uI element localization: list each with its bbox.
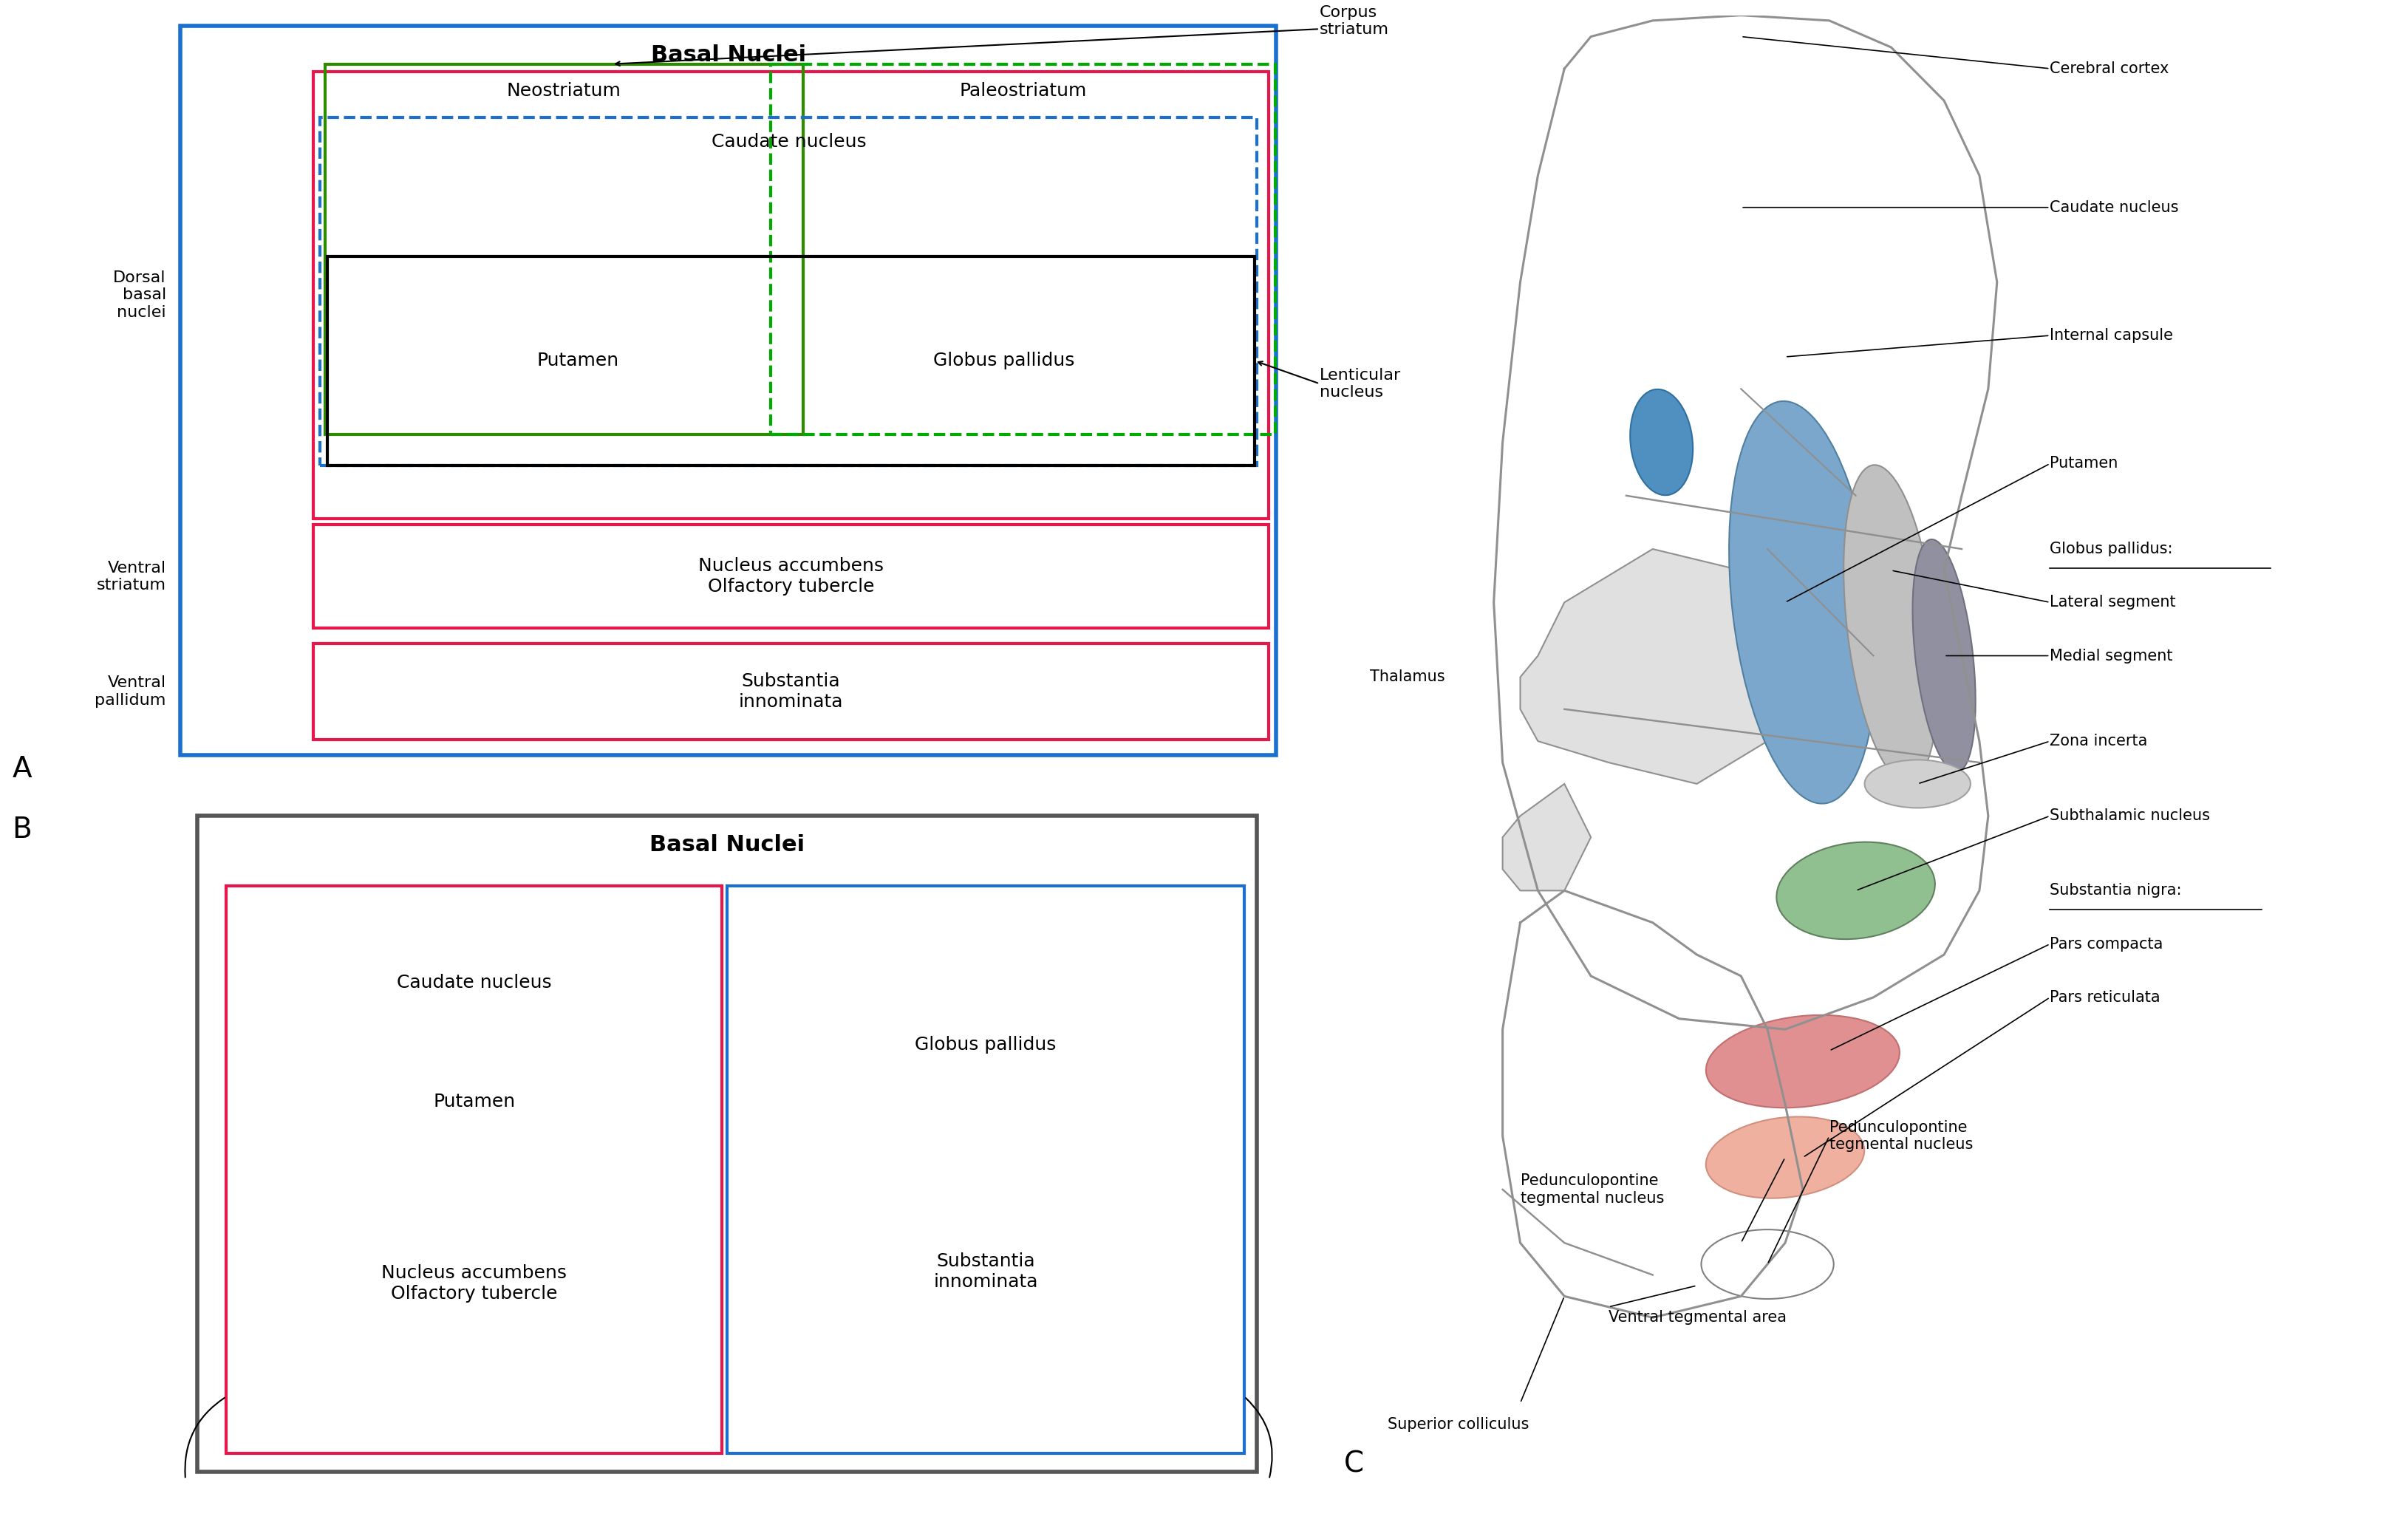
- Bar: [320, 117, 1257, 465]
- Text: Putamen: Putamen: [433, 1093, 515, 1110]
- Text: Globus pallidus: Globus pallidus: [915, 1035, 1057, 1054]
- Bar: [313, 644, 1269, 740]
- Ellipse shape: [1705, 1116, 1864, 1199]
- Bar: [325, 64, 804, 435]
- Bar: [771, 64, 1276, 435]
- Text: Zona incerta: Zona incerta: [2049, 734, 2148, 749]
- Text: Globus pallidus: Globus pallidus: [934, 352, 1074, 369]
- Text: Globus pallidus:: Globus pallidus:: [2049, 541, 2172, 557]
- Ellipse shape: [1705, 1016, 1900, 1107]
- Text: Internal capsule: Internal capsule: [2049, 328, 2174, 343]
- Text: Lenticular
nucleus: Lenticular nucleus: [1320, 368, 1401, 400]
- Ellipse shape: [1845, 465, 1938, 782]
- Text: Corpus
striatum: Corpus striatum: [1320, 6, 1389, 37]
- Text: A: A: [12, 755, 31, 782]
- Text: Pedunculopontine
tegmental nucleus: Pedunculopontine tegmental nucleus: [1830, 1121, 1972, 1151]
- Text: Basal Nuclei: Basal Nuclei: [650, 44, 807, 66]
- Text: Putamen: Putamen: [537, 352, 619, 369]
- Text: Caudate nucleus: Caudate nucleus: [710, 133, 867, 151]
- Text: Cerebral cortex: Cerebral cortex: [2049, 61, 2170, 76]
- Text: Neostriatum: Neostriatum: [506, 82, 621, 101]
- Polygon shape: [1519, 549, 1784, 784]
- Text: Thalamus: Thalamus: [1370, 669, 1445, 685]
- Text: Putamen: Putamen: [2049, 456, 2119, 471]
- Text: Substantia
innominata: Substantia innominata: [934, 1252, 1038, 1292]
- Text: Caudate nucleus: Caudate nucleus: [397, 973, 551, 991]
- Text: Medial segment: Medial segment: [2049, 648, 2172, 663]
- Ellipse shape: [1630, 389, 1693, 496]
- Bar: [197, 816, 1257, 1472]
- Text: B: B: [12, 816, 31, 843]
- Text: Ventral
pallidum: Ventral pallidum: [94, 676, 166, 708]
- Text: Dorsal
basal
nuclei: Dorsal basal nuclei: [113, 270, 166, 320]
- Text: Basal Nuclei: Basal Nuclei: [650, 834, 804, 856]
- Text: Nucleus accumbens
Olfactory tubercle: Nucleus accumbens Olfactory tubercle: [380, 1264, 566, 1302]
- Text: Lateral segment: Lateral segment: [2049, 595, 2177, 610]
- Text: Superior colliculus: Superior colliculus: [1387, 1417, 1529, 1432]
- Text: Ventral tegmental area: Ventral tegmental area: [1609, 1310, 1787, 1325]
- Text: Pars reticulata: Pars reticulata: [2049, 990, 2160, 1005]
- Text: Caudate nucleus: Caudate nucleus: [2049, 200, 2179, 215]
- Bar: [313, 72, 1269, 519]
- Bar: [327, 256, 1255, 465]
- Ellipse shape: [1864, 759, 1970, 808]
- Ellipse shape: [1777, 842, 1936, 939]
- Text: Nucleus accumbens
Olfactory tubercle: Nucleus accumbens Olfactory tubercle: [698, 557, 884, 596]
- Bar: [226, 886, 722, 1453]
- Ellipse shape: [1729, 401, 1876, 804]
- Text: C: C: [1344, 1450, 1363, 1478]
- Bar: [313, 525, 1269, 628]
- Ellipse shape: [1912, 540, 1975, 772]
- Text: Subthalamic nucleus: Subthalamic nucleus: [2049, 808, 2211, 824]
- Polygon shape: [1503, 784, 1592, 891]
- Text: Pars compacta: Pars compacta: [2049, 936, 2162, 952]
- Text: Pedunculopontine
tegmental nucleus: Pedunculopontine tegmental nucleus: [1519, 1174, 1664, 1205]
- Ellipse shape: [1700, 1229, 1835, 1299]
- Text: Paleostriatum: Paleostriatum: [958, 82, 1086, 101]
- Bar: [727, 886, 1245, 1453]
- Text: Ventral
striatum: Ventral striatum: [96, 561, 166, 592]
- Text: Substantia
innominata: Substantia innominata: [739, 673, 843, 711]
- Bar: [181, 26, 1276, 755]
- Text: Substantia nigra:: Substantia nigra:: [2049, 883, 2182, 898]
